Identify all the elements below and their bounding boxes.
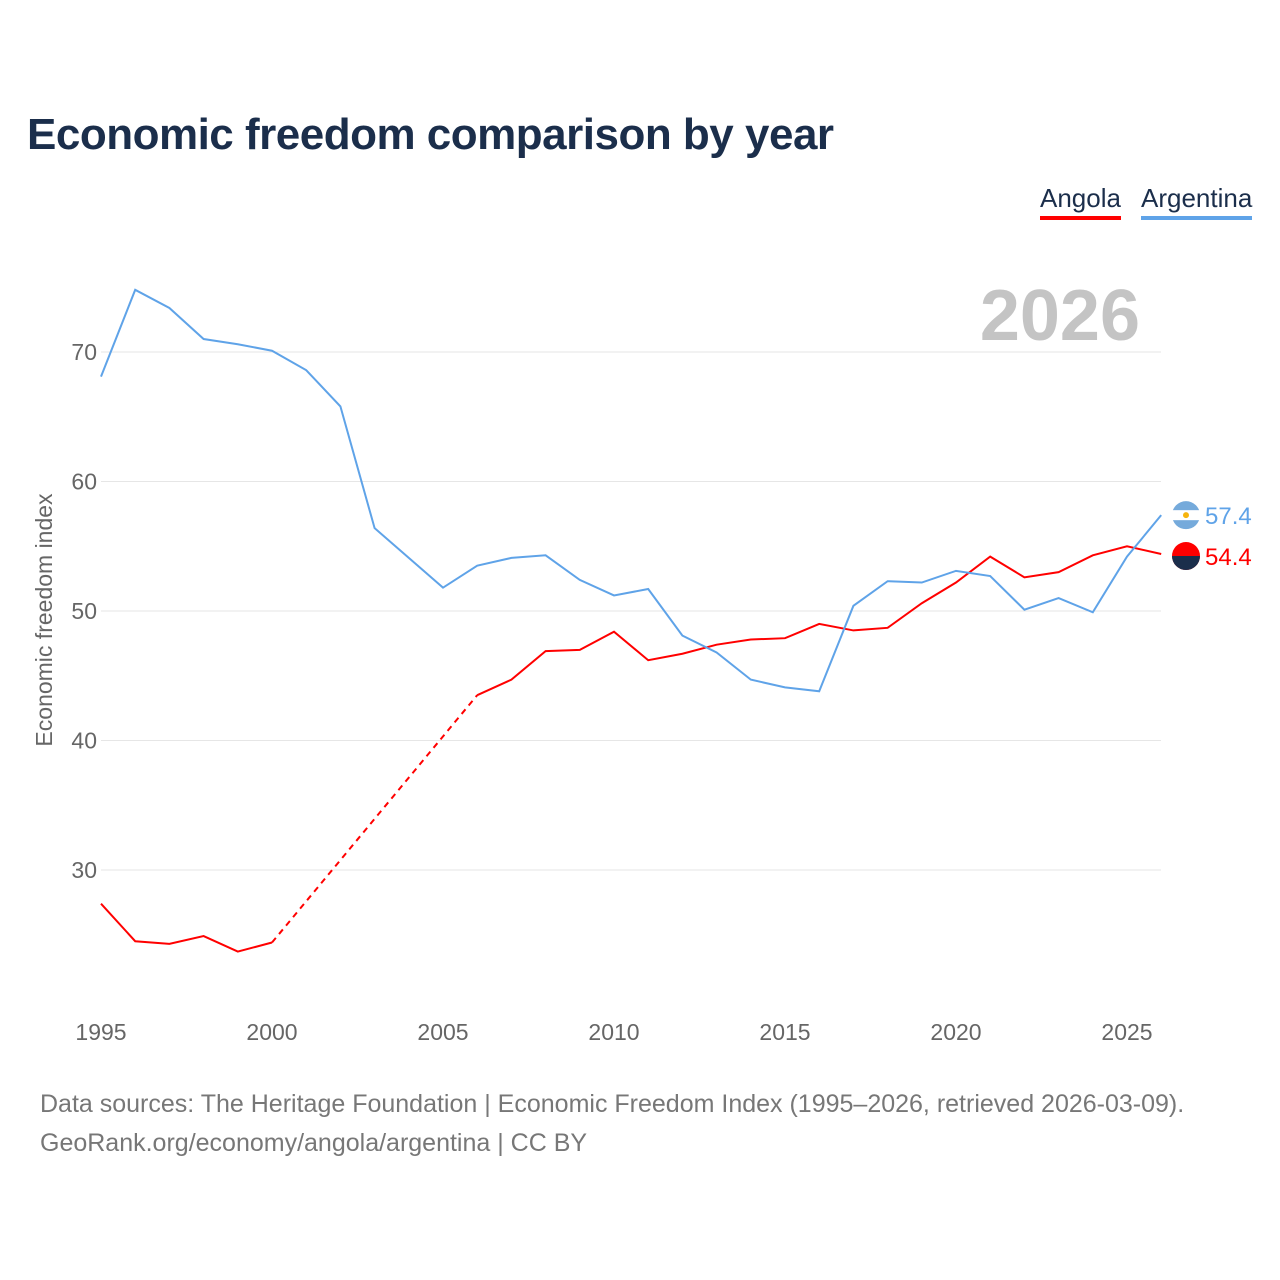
x-tick-label: 2000 [246,1019,297,1045]
flag-sun [1183,512,1189,519]
y-tick-label: 50 [71,598,97,624]
source-note: Data sources: The Heritage Foundation | … [40,1085,1184,1163]
x-tick-label: 2015 [759,1019,810,1045]
series-gap-angola [271,694,478,944]
chart-title: Economic freedom comparison by year [27,110,834,159]
source-line-2[interactable]: GeoRank.org/economy/angola/argentina | C… [40,1129,588,1157]
series-line-angola [476,545,1162,697]
y-tick-label: 60 [71,469,97,495]
x-tick-label: 2005 [417,1019,468,1045]
series-line-argentina [100,288,1162,693]
flag-half [1172,556,1200,571]
x-tick-label: 2025 [1101,1019,1152,1045]
x-tick-label: 2020 [930,1019,981,1045]
end-value-label-angola: 54.4 [1205,544,1252,571]
y-axis-label: Economic freedom index [31,493,57,747]
y-tick-label: 40 [71,728,97,754]
end-value-label-argentina: 57.4 [1205,503,1252,530]
legend-argentina[interactable]: Argentina [1141,183,1253,220]
x-tick-label: 2010 [588,1019,639,1045]
year-label: 2026 [980,276,1140,356]
x-tick-label: 1995 [75,1019,126,1045]
series-line-angola [100,902,273,953]
y-tick-label: 30 [71,857,97,883]
legend-angola[interactable]: Angola [1040,183,1121,220]
y-tick-label: 70 [71,339,97,365]
source-line-1: Data sources: The Heritage Foundation | … [40,1090,1185,1118]
